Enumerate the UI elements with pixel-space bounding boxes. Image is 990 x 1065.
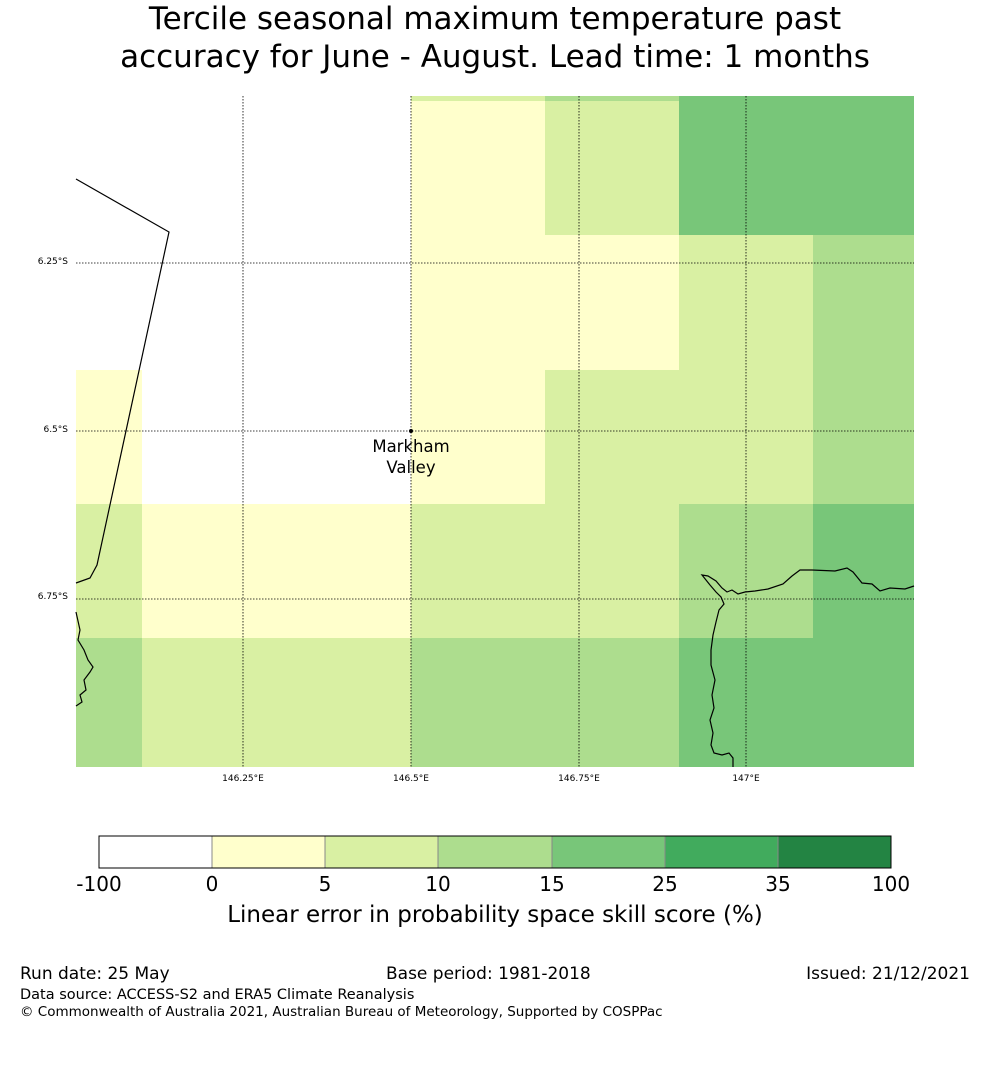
colorbar-tick: 35 xyxy=(765,872,791,896)
run-date: Run date: 25 May xyxy=(20,964,170,984)
colorbar-frame xyxy=(98,835,892,869)
lat-label: 6.75°S xyxy=(37,592,68,602)
place-label: Markham Valley xyxy=(351,436,471,478)
grid-cell xyxy=(411,638,679,767)
copyright: © Commonwealth of Australia 2021, Austra… xyxy=(20,1004,663,1020)
lat-label: 6.25°S xyxy=(37,257,68,267)
lon-label: 147°E xyxy=(732,774,760,784)
coastline-west xyxy=(75,611,94,707)
grid-cell xyxy=(411,101,545,235)
lon-label: 146.25°E xyxy=(222,774,264,784)
grid-cell xyxy=(813,235,914,370)
grid-cell xyxy=(142,370,411,504)
grid-cell xyxy=(545,370,813,504)
title-line-1: Tercile seasonal maximum temperature pas… xyxy=(148,1,842,37)
grid-cell xyxy=(411,235,679,370)
markham-valley-marker xyxy=(409,429,413,433)
colorbar-tick: 10 xyxy=(425,872,451,896)
colorbar-segment xyxy=(325,836,438,868)
data-source: Data source: ACCESS-S2 and ERA5 Climate … xyxy=(20,987,415,1003)
colorbar-segment xyxy=(99,836,212,868)
coastline-gulf xyxy=(700,567,915,767)
grid-cell xyxy=(142,504,411,638)
lat-label: 6.5°S xyxy=(43,425,68,435)
grid-cell xyxy=(76,235,411,370)
place-label-line-1: Markham xyxy=(372,437,450,456)
province-boundary xyxy=(75,178,170,584)
lon-label: 146.75°E xyxy=(558,774,600,784)
skill-grid xyxy=(76,96,914,767)
colorbar xyxy=(98,835,892,869)
colorbar-segment xyxy=(665,836,778,868)
colorbar-tick: 15 xyxy=(539,872,565,896)
colorbar-segment xyxy=(552,836,665,868)
lon-label: 146.5°E xyxy=(393,774,429,784)
colorbar-segment xyxy=(212,836,325,868)
title-line-2: accuracy for June - August. Lead time: 1… xyxy=(120,39,870,75)
grid-cell xyxy=(142,638,411,767)
colorbar-tick: 100 xyxy=(871,872,911,896)
colorbar-tick: 5 xyxy=(318,872,332,896)
grid-cell xyxy=(411,504,679,638)
grid-cell xyxy=(76,96,411,235)
colorbar-segment xyxy=(778,836,891,868)
colorbar-tick: -100 xyxy=(76,872,122,896)
grid-cell xyxy=(411,96,545,101)
issued-date: Issued: 21/12/2021 xyxy=(806,964,970,984)
grid-cell xyxy=(679,235,813,370)
grid-cell xyxy=(76,638,142,767)
grid-cell xyxy=(679,96,914,235)
colorbar-tick: 25 xyxy=(652,872,678,896)
map-title: Tercile seasonal maximum temperature pas… xyxy=(0,0,990,76)
grid-cell xyxy=(76,504,142,638)
place-label-line-2: Valley xyxy=(386,458,436,477)
base-period: Base period: 1981-2018 xyxy=(386,964,591,984)
boundaries xyxy=(75,178,915,767)
grid-cell xyxy=(545,101,679,235)
grid-cell xyxy=(679,638,914,767)
grid-cell xyxy=(411,370,545,504)
colorbar-label: Linear error in probability space skill … xyxy=(227,902,763,928)
grid-cell xyxy=(76,370,142,504)
grid-cell xyxy=(813,370,914,504)
graticule xyxy=(76,96,914,767)
grid-cell xyxy=(545,96,679,101)
colorbar-segment xyxy=(438,836,552,868)
colorbar-tick: 0 xyxy=(205,872,219,896)
